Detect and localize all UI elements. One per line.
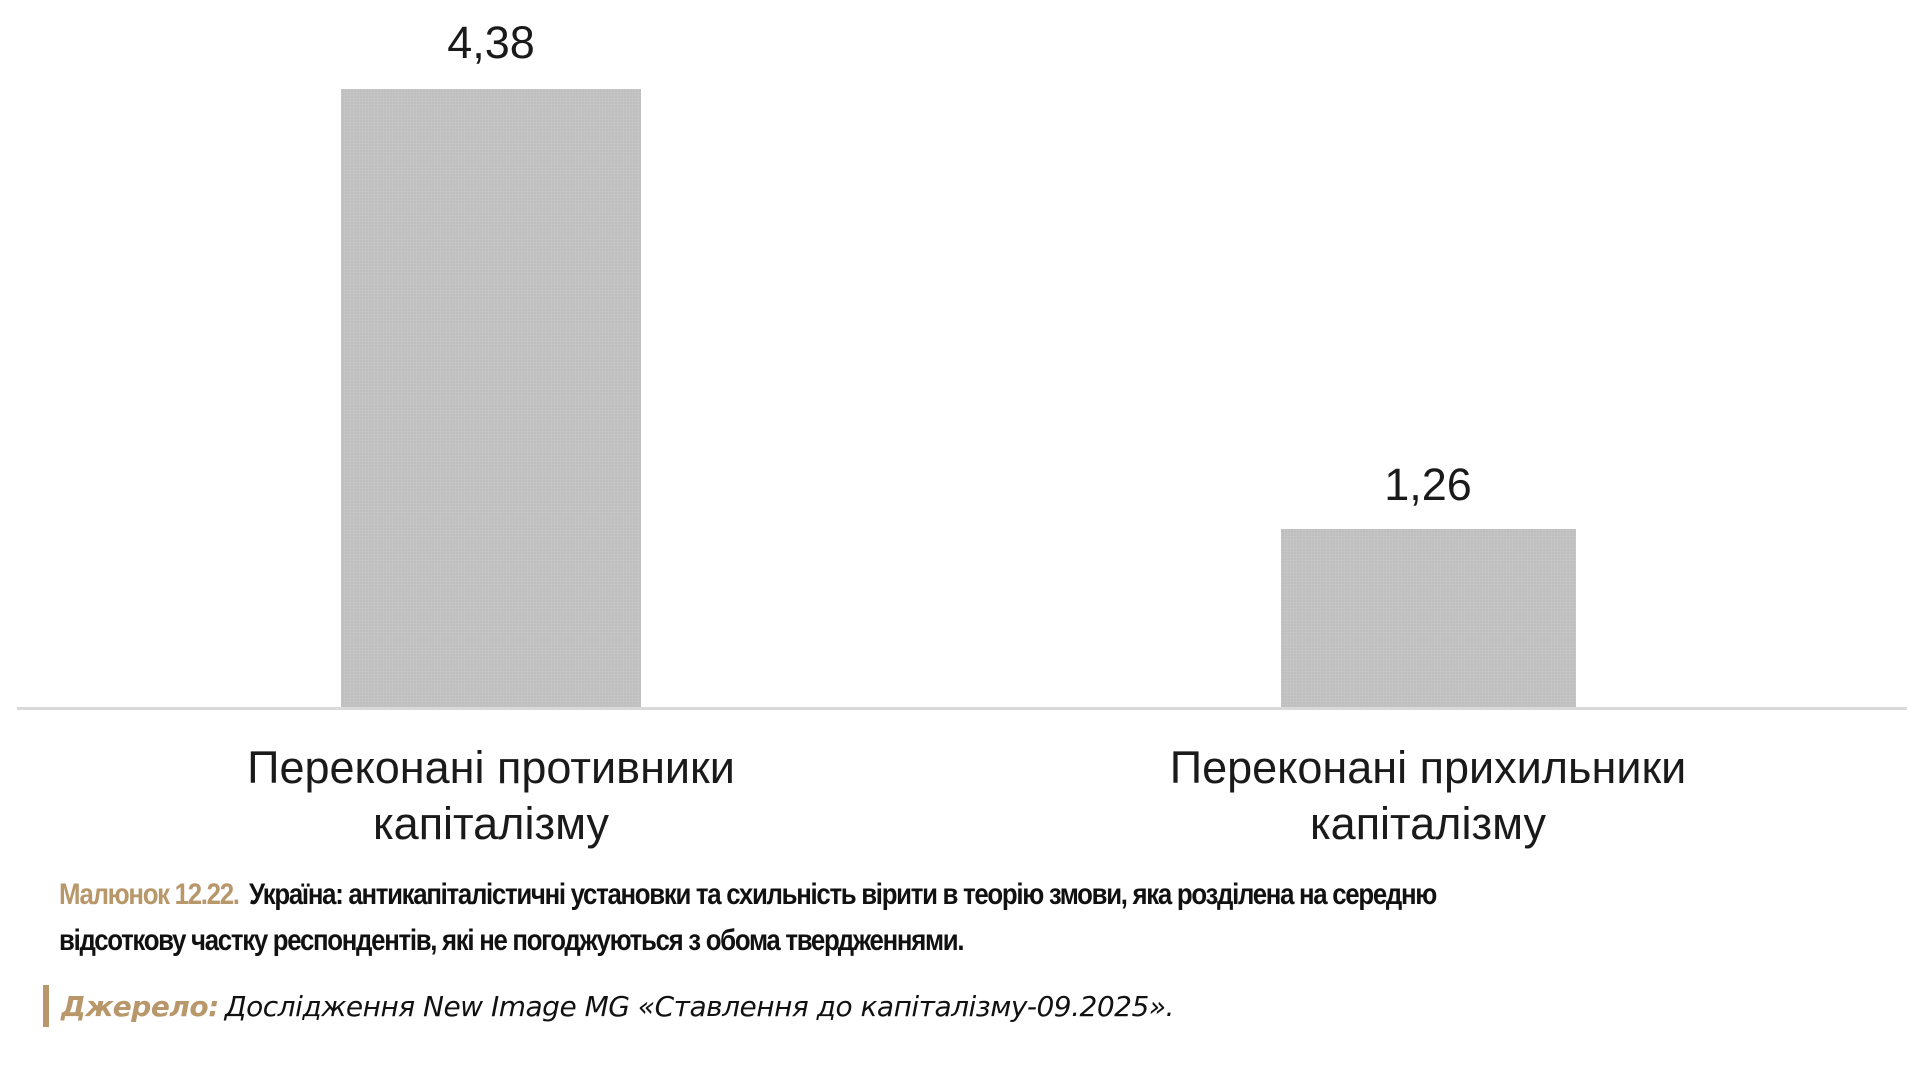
category-label-line: капіталізму	[372, 798, 610, 849]
bar-pro-capitalism	[1281, 529, 1576, 708]
category-label: Переконані противники капіталізму	[141, 740, 841, 852]
source-label: Джерело:	[61, 989, 219, 1023]
source-accent-bar	[43, 985, 49, 1027]
bar-value-label: 4,38	[447, 17, 535, 68]
source-note: Джерело: Дослідження New Image MG «Ставл…	[43, 985, 1174, 1027]
category-label-line: Переконані прихильники	[1169, 742, 1687, 793]
figure-number: Малюнок 12.22.	[59, 878, 240, 911]
category-label-line: капіталізму	[1309, 798, 1547, 849]
figure-caption-text: Україна: антикапіталістичні установки та…	[59, 878, 1437, 957]
x-axis-line	[17, 707, 1907, 710]
bar-chart: 4,38 1,26 Переконані противники капіталі…	[17, 17, 1907, 852]
figure-caption: Малюнок 12.22. Україна: антикапіталістичн…	[59, 872, 1521, 964]
source-text: Дослідження New Image MG «Ставлення до к…	[224, 989, 1175, 1023]
category-label: Переконані прихильники капіталізму	[1078, 740, 1778, 852]
bar-anti-capitalism	[341, 89, 641, 708]
category-label-line: Переконані противники	[247, 742, 735, 793]
bar-value-label: 1,26	[1384, 459, 1472, 510]
